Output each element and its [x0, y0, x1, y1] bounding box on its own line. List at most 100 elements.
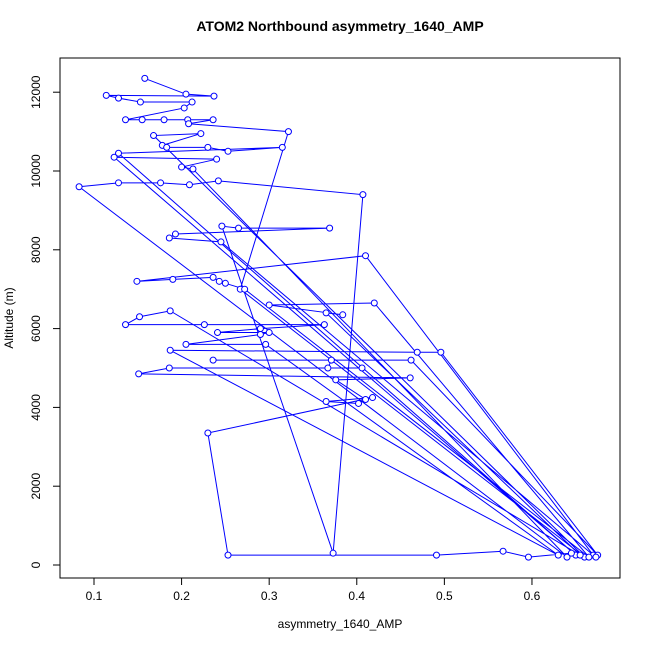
data-point: [102, 91, 110, 99]
data-point: [135, 370, 143, 378]
data-point: [554, 551, 562, 559]
data-point: [204, 143, 212, 151]
data-point: [358, 364, 366, 372]
data-point: [185, 181, 193, 189]
data-point: [284, 128, 292, 136]
data-point: [197, 130, 205, 138]
y-tick-label: 0: [29, 561, 43, 568]
data-point: [362, 396, 370, 404]
data-point: [115, 149, 123, 157]
x-tick-label: 0.3: [261, 589, 278, 603]
data-point: [326, 224, 334, 232]
y-tick-label: 10000: [29, 154, 43, 188]
data-point: [136, 313, 144, 321]
data-point: [115, 179, 123, 187]
data-point: [406, 374, 414, 382]
data-point: [136, 98, 144, 106]
data-point: [209, 116, 217, 124]
data-point: [166, 346, 174, 354]
data-point: [122, 321, 130, 329]
data-point: [265, 301, 273, 309]
data-point: [278, 143, 286, 151]
data-point: [215, 277, 223, 285]
x-axis-label: asymmetry_1640_AMP: [278, 617, 403, 631]
data-point: [592, 553, 600, 561]
data-point: [585, 553, 593, 561]
data-point: [407, 356, 415, 364]
y-tick-label: 4000: [29, 394, 43, 421]
x-tick-label: 0.4: [348, 589, 365, 603]
data-point: [359, 191, 367, 199]
x-tick-label: 0.2: [173, 589, 190, 603]
x-tick-label: 0.6: [524, 589, 541, 603]
x-tick-label: 0.1: [86, 589, 103, 603]
data-point: [241, 285, 249, 293]
data-point: [115, 94, 123, 102]
data-point: [171, 230, 179, 238]
data-point: [122, 116, 130, 124]
data-point: [256, 331, 264, 339]
data-point: [150, 132, 158, 140]
y-tick-label: 6000: [29, 315, 43, 342]
data-point: [182, 340, 190, 348]
data-point: [213, 155, 221, 163]
y-tick-label: 2000: [29, 473, 43, 500]
data-point: [188, 98, 196, 106]
data-point: [524, 553, 532, 561]
data-point: [576, 551, 584, 559]
data-point: [133, 277, 141, 285]
data-point: [169, 275, 177, 283]
data-point: [262, 340, 270, 348]
chart-title: ATOM2 Northbound asymmetry_1640_AMP: [196, 18, 483, 34]
data-point: [160, 116, 168, 124]
data-point: [413, 348, 421, 356]
data-point: [256, 325, 264, 333]
data-point: [204, 429, 212, 437]
data-point: [567, 549, 575, 557]
data-point: [213, 329, 221, 337]
data-point: [165, 234, 173, 242]
data-point: [218, 222, 226, 230]
data-point: [327, 356, 335, 364]
data-point: [141, 74, 149, 82]
data-line: [77, 77, 599, 558]
data-point: [221, 279, 229, 287]
data-point: [165, 364, 173, 372]
data-point: [224, 551, 232, 559]
data-point: [322, 309, 330, 317]
data-point: [432, 551, 440, 559]
data-point: [370, 299, 378, 307]
data-point: [235, 224, 243, 232]
plot-frame: [59, 57, 621, 579]
data-point: [209, 273, 217, 281]
data-point: [324, 364, 332, 372]
data-point: [362, 252, 370, 260]
y-axis-label: Altitude (m): [2, 287, 16, 348]
data-point: [214, 177, 222, 185]
data-point: [563, 553, 571, 561]
data-point: [437, 348, 445, 356]
data-point: [265, 329, 273, 337]
data-point: [185, 120, 193, 128]
y-tick-label: 12000: [29, 75, 43, 109]
data-point: [138, 116, 146, 124]
data-point: [322, 397, 330, 405]
data-point: [163, 143, 171, 151]
data-point: [110, 153, 118, 161]
data-point: [200, 321, 208, 329]
y-tick-label: 8000: [29, 236, 43, 263]
data-point: [189, 165, 197, 173]
data-point: [355, 399, 363, 407]
data-point: [320, 321, 328, 329]
data-point: [339, 311, 347, 319]
data-point: [178, 163, 186, 171]
data-point: [217, 238, 225, 246]
data-point: [209, 356, 217, 364]
data-point: [332, 376, 340, 384]
data-point: [369, 394, 377, 402]
x-tick-label: 0.5: [436, 589, 453, 603]
data-point: [329, 549, 337, 557]
data-point: [182, 90, 190, 98]
data-point: [75, 183, 83, 191]
